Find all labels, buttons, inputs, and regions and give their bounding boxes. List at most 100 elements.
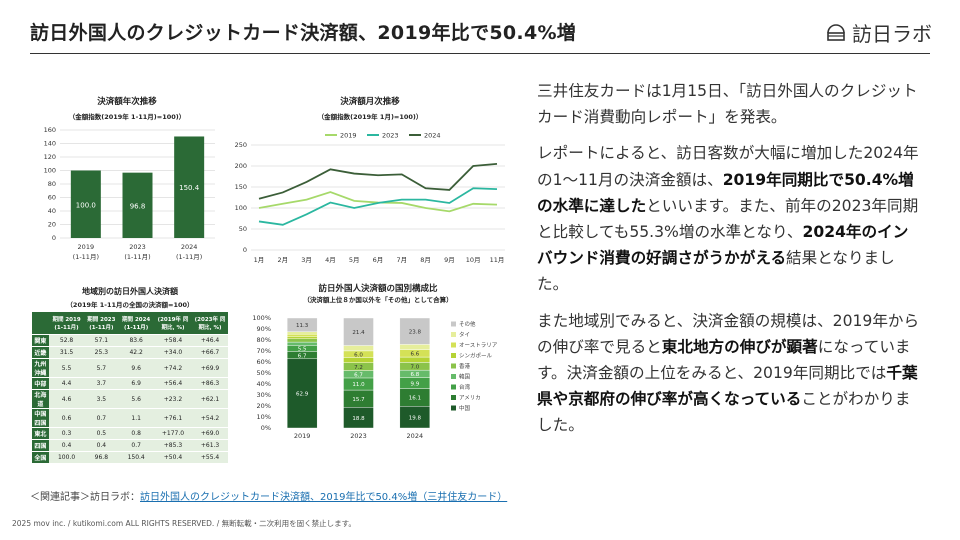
table-cell: 0.4 [84,439,119,452]
legend-label-2023: 2023 [382,132,399,140]
stack-seg-その他-2023 [343,317,374,346]
line-x-tick: 9月 [444,256,455,264]
table-cell: 0.5 [84,427,119,440]
p2-bold-2: 2024年のインバウンド消費の好調さがうかがえる [537,222,909,268]
stack-seg-label: 6.6 [410,352,419,358]
table-row: 九州沖縄 5.5 5.7 9.6 +74.2 +69.9 [32,358,228,378]
legend-label-中国: 中国 [459,404,471,412]
table-row: 関東 52.8 57.1 83.6 +58.4 +46.4 [32,334,228,347]
table-cell: 4.6 [48,389,85,409]
table-cell: 150.4 [118,451,154,464]
row-header: 九州沖縄 [32,358,49,378]
table-row: 全国 100.0 96.8 150.4 +50.4 +55.4 [32,451,228,464]
table-row: 中部 4.4 3.7 6.9 +56.4 +86.3 [32,377,228,390]
stack-seg-その他-2024 [399,317,431,345]
stack-y-tick: 30% [257,391,271,399]
region-table: 期間 2019 (1-11月) 期間 2023 (1-11月) 期間 2024 (1… [32,312,228,464]
bar-value-label: 96.8 [130,202,146,210]
stack-x-tick: 2023 [350,432,367,440]
row-header: 東北 [32,427,49,440]
legend-label-その他: その他 [459,320,476,328]
stack-y-tick: 40% [257,380,271,388]
table-cell: 100.0 [48,451,85,464]
row-header: 四国 [32,439,49,452]
line-x-tick: 4月 [325,256,336,264]
paragraph-1: 三井住友カードは1月15日、「訪日外国人のクレジットカード消費動向レポート」を発… [537,78,922,130]
stack-seg-label: 18.8 [352,416,365,422]
annual-bar-chart: 決済額年次推移 （金額指数(2019年 1-11月)=100)） 0 20 40 60 80… [30,90,225,270]
stack-seg-その他-2019 [286,317,318,332]
bar-2019 [70,170,101,238]
legend-swatch-シンガポール [451,353,456,358]
country-share-chart: 訪日外国人決済額の国別構成比 （決済額上位８か国以外を「その他」として合算） 0% 1… [248,282,515,447]
line-x-tick: 7月 [396,256,407,264]
bar-x-tick: 2019 [78,243,95,251]
line-y-tick: 200 [235,162,247,170]
table-row: 四国 0.4 0.4 0.7 +85.3 +61.3 [32,439,228,452]
stack-seg-label: 6.7 [354,372,363,378]
stack-seg-オーストラリア-2019 [286,334,318,338]
table-cell: +76.1 [153,408,193,428]
stack-seg-label: 16.1 [409,396,421,402]
table-cell: +34.0 [153,346,193,359]
stack-seg-シンガポール-2024 [399,356,431,363]
table-cell: 96.8 [84,451,119,464]
bar-y-tick: 160 [44,126,56,134]
logo[interactable]: 訪日ラボ [826,18,932,47]
line-y-tick: 250 [235,141,247,149]
related-article-link[interactable]: 訪日外国人のクレジットカード決済額、2019年比で50.4%増（三井住友カード） [140,492,508,503]
row-header: 関東 [32,334,49,347]
stack-seg-label: 6.7 [298,353,307,359]
table-cell: 0.7 [118,439,154,452]
stack-seg-タイ-2019 [286,331,318,335]
table-cell: 25.3 [84,346,119,359]
bar-value-label: 100.0 [76,201,96,209]
row-header: 中部 [32,377,49,390]
line-y-tick: 50 [239,225,247,233]
stack-x-tick: 2024 [407,432,424,440]
legend-swatch-中国 [451,405,456,411]
p2-text-a: レポートによると、訪日客数が大幅に増加した2024年の1〜11月の決済金額は、 [537,144,919,189]
logo-icon [826,23,846,42]
table-cell: +46.4 [192,334,228,347]
table-cell: 5.5 [48,358,85,378]
stack-seg-label: 9.9 [410,381,419,387]
stack-y-tick: 90% [257,325,271,333]
row-header: 全国 [32,451,49,464]
table-header: (2023年 同期比, %) [192,312,228,335]
table-cell: +54.2 [192,408,228,428]
table-row: 中国四国 0.6 0.7 1.1 +76.1 +54.2 [32,408,228,428]
bar-y-tick: 40 [48,207,56,215]
line-x-tick: 3月 [301,256,312,264]
series-line-2023 [258,187,498,226]
table-header: (2019年 同期比, %) [153,312,193,335]
stack-seg-label: 19.8 [409,415,422,421]
legend-label-香港: 香港 [459,362,471,370]
table-cell: +74.2 [153,358,193,378]
line-y-tick: 0 [243,246,247,254]
table-cell: 5.6 [118,389,154,409]
table-cell: 9.6 [118,358,154,378]
stack-y-tick: 70% [257,347,271,355]
p3-text-d: ことがわかりました。 [537,390,911,435]
stack-y-tick: 20% [257,402,271,410]
legend-swatch-その他 [451,321,456,327]
legend-label-シンガポール: シンガポール [459,352,493,360]
article-body: 三井住友カードは1月15日、「訪日外国人のクレジットカード消費動向レポート」を発… [537,78,922,448]
line-x-tick: 5月 [349,256,360,264]
stack-seg-label: 62.9 [296,392,309,398]
series-line-2024 [258,163,498,200]
bar-y-tick: 120 [44,153,56,161]
table-header: 期間 2023 (1-11月) [84,312,119,335]
line-chart-subtitle: （金額指数(2019年 1月)=100)） [318,112,423,121]
bar-x-subtick: (1-11月) [124,253,150,261]
p3-bold-1: 東北地方の伸びが顕著 [661,337,818,356]
table-cell: 1.1 [118,408,154,428]
page-title: 訪日外国人のクレジットカード決済額、2019年比で50.4%増 [30,22,577,44]
stack-seg-label: 7.0 [410,364,419,370]
table-cell: 3.5 [84,389,119,409]
table-cell: 52.8 [48,334,85,347]
stack-y-tick: 100% [252,314,271,322]
table-cell: +56.4 [153,377,193,390]
bar-y-tick: 20 [48,221,56,229]
